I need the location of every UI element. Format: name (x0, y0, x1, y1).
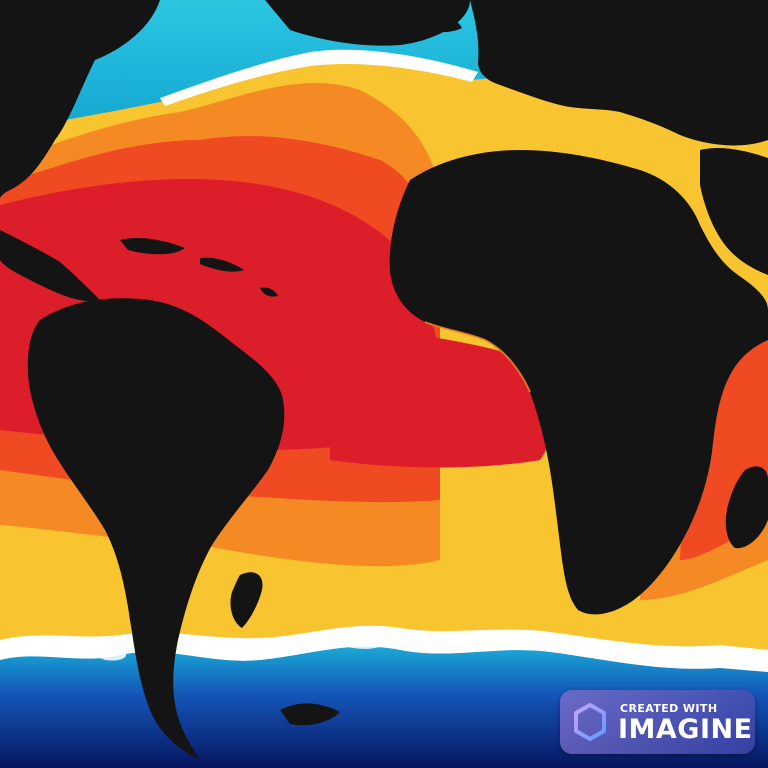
arabian-landmass (700, 147, 768, 275)
africa-coast-highlight (424, 321, 531, 393)
hottest-band-2 (330, 330, 552, 468)
greenland-landmass (265, 0, 470, 46)
imagine-logo-icon (574, 703, 606, 741)
africa-landmass (389, 150, 768, 615)
madagascar-island (725, 466, 768, 549)
arctic-ice-foam (160, 49, 478, 106)
iceland-island (420, 15, 462, 33)
caribbean-islands (120, 237, 278, 297)
watermark-line2: IMAGINE (618, 714, 753, 745)
north-america-landmass (0, 0, 160, 200)
europe-landmass (470, 0, 768, 146)
south-america-landmass (27, 298, 285, 760)
falkland-island (230, 572, 263, 628)
imagine-watermark: CREATED WITH IMAGINE (560, 690, 755, 754)
central-america-landmass (0, 230, 100, 302)
watermark-line1: CREATED WITH (620, 702, 718, 715)
antarctic-shard (280, 703, 340, 726)
